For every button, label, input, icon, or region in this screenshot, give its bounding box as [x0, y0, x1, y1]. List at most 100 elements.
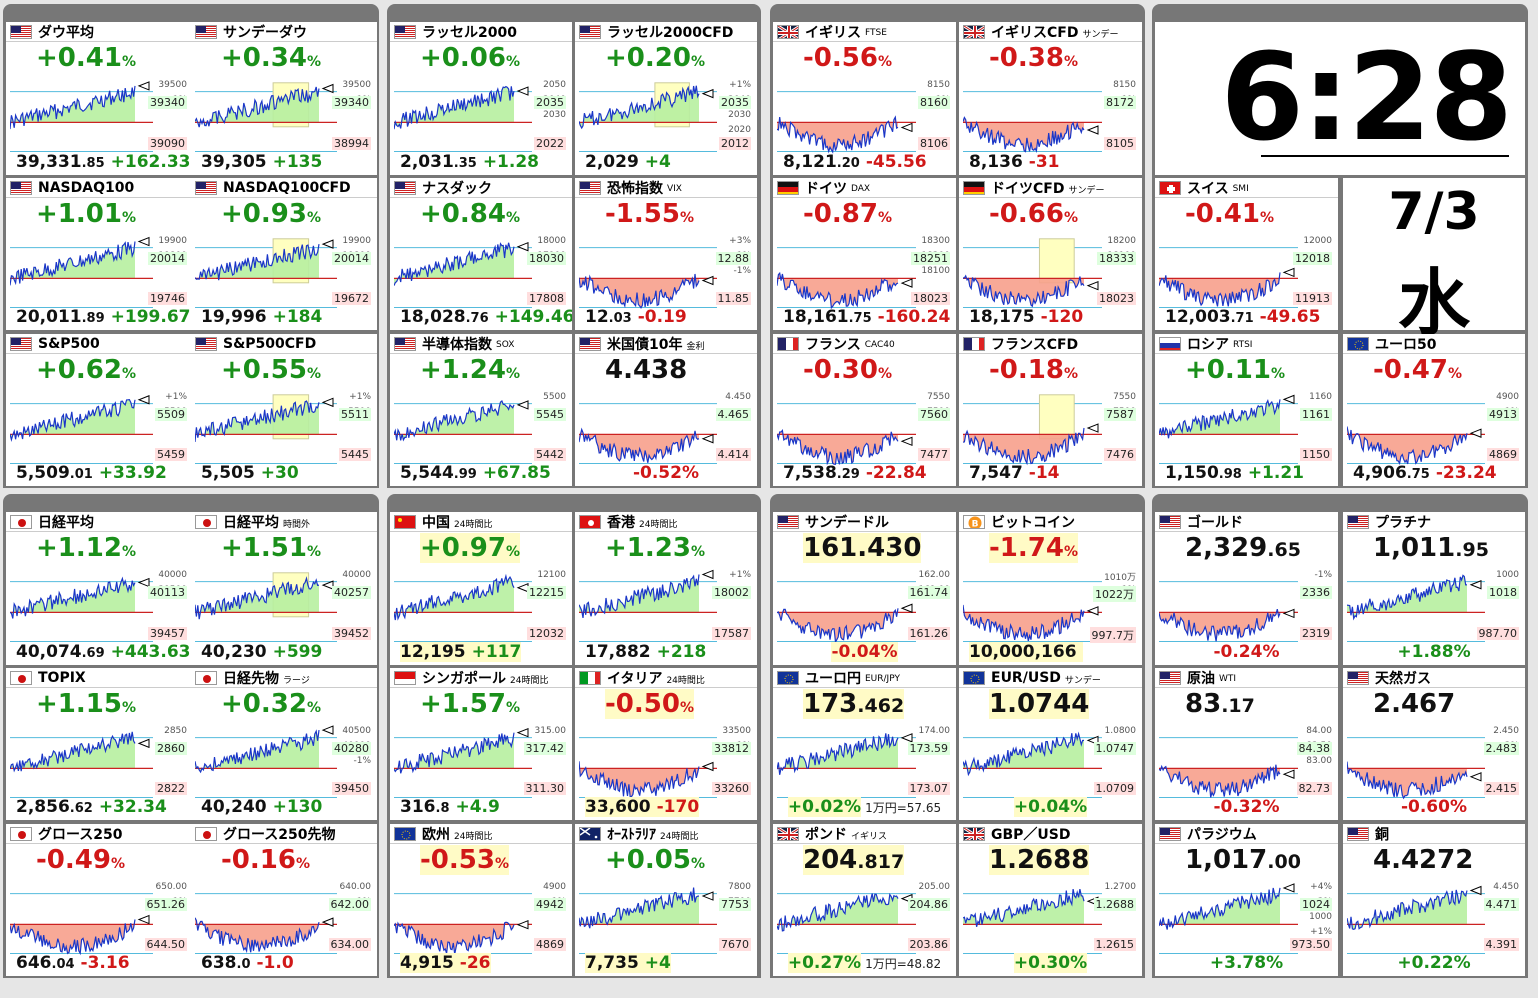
market-tile-dow[interactable]: ダウ平均39500+1%3934039090+0.41%39,331.85+16… — [6, 22, 193, 175]
price-decimal: .03 — [608, 311, 632, 326]
axis-label: 640.00 — [339, 882, 372, 892]
tile-header: ポンド イギリス — [773, 824, 956, 844]
price-line: 40,230 +599 — [201, 642, 322, 662]
market-tile-ftse[interactable]: イギリスFTSE8150-1%81608106-0.56%8,121.20-45… — [773, 22, 956, 175]
tile-title: 半導体指数 — [422, 336, 492, 353]
market-tile-smi[interactable]: スイス SMI 12000 12018 11913 -0.41% 12,003.71 -49.… — [1155, 178, 1338, 330]
market-tile-nkx[interactable]: 日経平均 時間外 40000 40257 39452 +1.51% 40,230 +599 — [191, 512, 377, 665]
low-label: 2319 — [1300, 627, 1332, 640]
high-label: 1024 — [1300, 898, 1332, 911]
foot-percent: -0.32% — [1213, 797, 1280, 817]
market-tile-eurusd[interactable]: EUR/USD サンデー 1.0800 1.0747 1.0709 1.0744 +0.04… — [959, 668, 1142, 820]
market-tile-gbpjpy[interactable]: ポンド イギリス 205.00 204.86 203.86 204.817 +0.27% 1万… — [773, 824, 956, 976]
market-tile-pd[interactable]: パラジウム+4%+3%1000+1%1024973.501,017.00+3.7… — [1155, 824, 1338, 976]
market-tile-usdjpy[interactable]: サンデードル162.00161.00161.74161.26161.430-0.… — [773, 512, 956, 665]
high-label: 40257 — [332, 586, 371, 599]
percent-change: +1.01% — [36, 199, 136, 229]
high-label: 8172 — [1104, 96, 1136, 109]
foot-percent: -0.24% — [1213, 642, 1280, 662]
tile-header: プラチナ — [1343, 512, 1525, 532]
percent-change: +0.55% — [221, 355, 321, 385]
price-decimal: .35 — [453, 156, 477, 171]
tile-title: フランス — [805, 336, 861, 353]
tile-header: ゴールド — [1155, 512, 1338, 532]
market-tile-ndq100[interactable]: NASDAQ10019900198002001419746+1.01%20,01… — [6, 178, 193, 330]
market-tile-btc[interactable]: Bビットコイン1010万-1%1022万997.7万-1.74%10,000,1… — [959, 512, 1142, 665]
market-tile-nkf[interactable]: 日経先物ラージ4050040000-1%4028039450+0.32%40,2… — [191, 668, 377, 820]
mini-chart — [194, 74, 337, 164]
market-tile-vix[interactable]: 恐怖指数VIX+3%+1%-1%12.8811.85-1.55%12.03-0.… — [575, 178, 757, 330]
market-tile-plat[interactable]: プラチナ 1000 1018 987.70 1,011.95 +1.88% — [1343, 512, 1525, 665]
high-label: 18251 — [911, 252, 950, 265]
tile-subtitle: 24時間比 — [666, 675, 705, 686]
market-tile-daxc[interactable]: ドイツCFDサンデー18200181001833318023-0.66%18,1… — [959, 178, 1142, 330]
market-tile-gold[interactable]: ゴールド -1% 2336 2319 2,329.65 -0.24% — [1155, 512, 1338, 665]
low-label: 5442 — [534, 448, 566, 461]
tile-title: ユーロ50 — [1375, 336, 1437, 353]
price-line: 10,000,166 — [969, 642, 1083, 662]
tile-header: ドイツCFD サンデー — [959, 178, 1142, 198]
axis-label: 650.00 — [155, 882, 188, 892]
axis-label: 8150 — [927, 80, 950, 90]
low-label: 2822 — [155, 782, 187, 795]
percent-change: +0.11% — [1185, 355, 1285, 385]
market-tile-eurjpy[interactable]: ユーロ円 EUR/JPY 174.00 173.59 173.07 173.462 +0.0… — [773, 668, 956, 820]
market-tile-oil[interactable]: 原油WTI84.0083.5083.0084.3882.7383.17-0.32… — [1155, 668, 1338, 820]
change-value: +135 — [272, 152, 323, 172]
market-tile-r2000[interactable]: ラッセル200020502040203020352022+0.06%2,031.… — [390, 22, 572, 175]
flag-icon — [195, 24, 217, 39]
tile-header: ダウ平均 — [6, 22, 193, 42]
percent-change: -0.30% — [803, 355, 892, 385]
tile-header: イタリア 24時間比 — [575, 668, 757, 688]
percent-change: -1.55% — [605, 199, 694, 229]
market-tile-cac[interactable]: フランスCAC407550750075607477-0.30%7,538.29-… — [773, 334, 956, 486]
percent-change: -0.16% — [221, 845, 310, 875]
tile-subtitle: 24時間比 — [454, 519, 493, 530]
axis-label: +1% — [165, 392, 187, 402]
mini-chart — [9, 720, 153, 810]
flag-icon — [579, 670, 601, 685]
market-tile-sp500[interactable]: S&P500+1%550055095459+0.62%5,509.01+33.9… — [6, 334, 193, 486]
market-tile-cu[interactable]: 銅 4.450 4.471 4.391 4.4272 +0.22% — [1343, 824, 1525, 976]
clock-panel: 6:28 — [1155, 22, 1525, 175]
market-tile-r2000c[interactable]: ラッセル2000CFD+1%20402030202020352012+0.20%… — [575, 22, 757, 175]
price-line: 2,856.62 +32.34 — [16, 797, 167, 817]
market-tile-topix[interactable]: TOPIX 2850 2860 2822 +1.15% 2,856.62 +32.34 — [6, 668, 193, 820]
flag-icon — [579, 514, 601, 529]
market-tile-sg[interactable]: シンガポール 24時間比 315.00 317.42 311.30 +1.57% 316.8… — [390, 668, 572, 820]
market-tile-us10y[interactable]: 米国債10年 金利 4.450 4.465 4.414 4.438 -0.52% — [575, 334, 757, 486]
market-tile-nasdaq[interactable]: ナスダック18000179001803017808+0.84%18,028.76… — [390, 178, 572, 330]
market-tile-sp500c[interactable]: S&P500CFD+1%550055115445+0.55%5,505+30 — [191, 334, 377, 486]
mini-chart — [9, 876, 153, 966]
axis-label: 1000 — [1309, 912, 1332, 922]
market-tile-ndq100c[interactable]: NASDAQ100CFD19900198002001419672+0.93%19… — [191, 178, 377, 330]
tile-header: TOPIX — [6, 668, 193, 688]
price-value: 7,547 — [969, 463, 1023, 483]
market-tile-hk[interactable]: 香港 24時間比 +1% 18002 17587 +1.23% 17,882 +218 — [575, 512, 757, 665]
low-label: 5445 — [339, 448, 371, 461]
tile-subtitle: サンデー — [1064, 675, 1101, 686]
market-tile-dax[interactable]: ドイツDAX1830018200181001825118023-0.87%18,… — [773, 178, 956, 330]
price-line: 39,305 +135 — [201, 152, 322, 172]
market-tile-nk[interactable]: 日経平均40000395004011339457+1.12%40,074.69+… — [6, 512, 193, 665]
flag-icon — [777, 24, 799, 39]
axis-label: 1.0800 — [1104, 726, 1137, 736]
market-tile-it[interactable]: イタリア24時間比33500-1%3381233260-0.50%33,600-… — [575, 668, 757, 820]
market-tile-sox[interactable]: 半導体指数 SOX 5500 5545 5442 +1.24% 5,544.99 +67.85 — [390, 334, 572, 486]
market-tile-g250f[interactable]: グロース250先物640.00-1%642.00634.00-0.16%638.… — [191, 824, 377, 976]
market-tile-cacc[interactable]: フランスCFD7550750075877476-0.18%7,547-14 — [959, 334, 1142, 486]
market-tile-rtsi[interactable]: ロシア RTSI 1160 1161 1150 +0.11% 1,150.98 +1.21 — [1155, 334, 1338, 486]
foot-line: +0.04% — [959, 797, 1142, 817]
current-value: 173.462 — [803, 689, 905, 719]
market-tile-cn[interactable]: 中国 24時間比 12100 12215 12032 +0.97% 12,195 +117 — [390, 512, 572, 665]
tile-header: イギリス FTSE — [773, 22, 956, 42]
market-tile-au[interactable]: ｵｰｽﾄﾗﾘｱ24時間比7800770077537670+0.05%7,735+… — [575, 824, 757, 976]
foot-percent: -0.04% — [831, 642, 898, 662]
market-tile-g250[interactable]: グロース250650.00-1%651.26644.50-0.49%646.04… — [6, 824, 193, 976]
market-tile-gbpusd[interactable]: GBP／USD 1.2700 1.2688 1.2615 1.2688 +0.30% — [959, 824, 1142, 976]
